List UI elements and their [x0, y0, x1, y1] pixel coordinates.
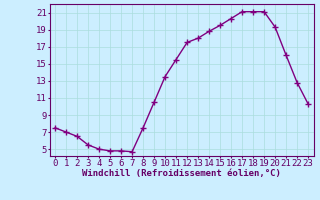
X-axis label: Windchill (Refroidissement éolien,°C): Windchill (Refroidissement éolien,°C): [82, 169, 281, 178]
